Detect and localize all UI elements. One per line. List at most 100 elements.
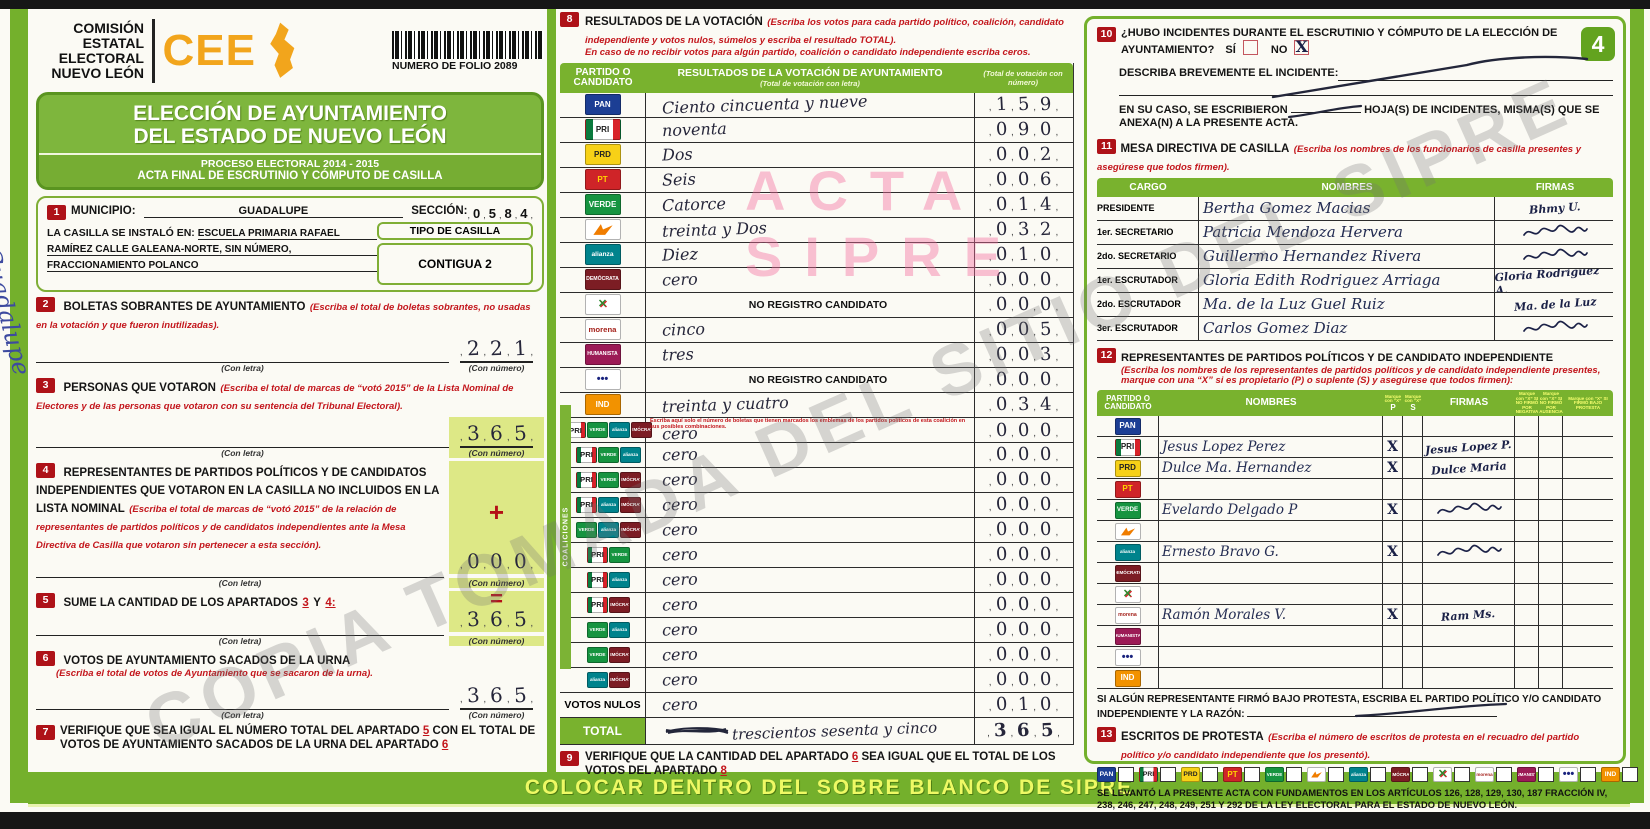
verde-logo: VERDE [587, 422, 608, 439]
letra-cell: noventa [646, 118, 974, 142]
humanista-label: HUMANISTA [587, 351, 618, 358]
party-cell: TOTAL [560, 717, 646, 744]
verde-label: VERDE [589, 626, 606, 632]
section-8-badge: 8 [560, 12, 579, 27]
p-mark: X [1387, 439, 1398, 456]
con-letra-line [36, 614, 444, 636]
acta-line: ACTA FINAL DE ESCRUTINIO Y CÓMPUTO DE CA… [137, 170, 443, 182]
letra-handwriting: Seis [661, 169, 697, 191]
party-cell: PRI VERDE [560, 542, 646, 567]
pri-label: PRI [580, 475, 593, 485]
digit-tick: , [988, 102, 992, 114]
col-marque-s: Marque con “X” S [1404, 393, 1422, 412]
p-cell: X [1383, 458, 1403, 479]
results-row-alianza: alianza Diez, 0, 1, 0, [560, 242, 1073, 268]
section-13-note: (Escriba el número de escritos de protes… [1121, 732, 1580, 762]
cargo-cell: 3er. ESCRUTADOR [1097, 316, 1199, 340]
morena-logo: morena [1475, 767, 1494, 783]
digit-tick: , [1010, 102, 1014, 114]
page-number-badge: 4 [1581, 27, 1615, 61]
mesa-row: 1er. ESCRUTADOR Gloria Edith Rodriguez Ar… [1097, 268, 1613, 293]
digit-tick: , [530, 618, 534, 629]
handwritten-digits: ,0,0,6, [989, 169, 1058, 191]
p-cell [1383, 626, 1403, 647]
digit: 0 [1017, 469, 1030, 491]
section-9-ref: 6 [851, 750, 859, 763]
digit-tick: , [1010, 702, 1014, 714]
cargo-cell: PRESIDENTE [1097, 196, 1199, 220]
protesta-count-box [1412, 767, 1428, 783]
protesta-count-box [1496, 767, 1512, 783]
encuentro-label: ••• [1121, 650, 1134, 663]
party-cell: ✕ [560, 292, 646, 317]
results-row-mc: treinta y Dos, 0, 3, 2, [560, 217, 1073, 243]
coalition-row-1: PRI VERDE alianza DEMÓCRATAEscriba aquí sol… [560, 417, 1073, 444]
section-7-text: CON EL TOTAL DE VOTOS DE AYUNTAMIENTO SA… [60, 724, 536, 751]
letra-cell: cero [646, 443, 974, 467]
party-cell: ••• [1097, 647, 1159, 668]
section-12-representantes: 12 REPRESENTANTES DE PARTIDOS POLÍTICOS … [1097, 347, 1613, 722]
left-column: COMISIÓN ESTATAL ELECTORAL NUEVO LEÓN CE… [36, 12, 544, 768]
digit: 4 [1039, 394, 1052, 416]
con-numero-label: (Con número) [449, 448, 544, 458]
describe-label: DESCRIBA BREVEMENTE EL INCIDENTE: [1119, 67, 1339, 80]
firma-cell [1423, 668, 1515, 689]
digit-tick: , [1033, 102, 1036, 114]
digit: 0 [994, 244, 1008, 266]
col-negativa: Marque con “X” SI NO FIRMÓ POR NEGATIVA [1515, 391, 1539, 415]
pri-logo: PRI [587, 546, 608, 563]
morena-logo: morena [1114, 606, 1141, 624]
hojas-post: HOJA(S) DE INCIDENTES, MISMA(S) QUE SE [1364, 103, 1600, 116]
pt-label: PT [1122, 484, 1133, 494]
seccion-digit: 4 [520, 206, 528, 221]
digit: 0 [1039, 369, 1052, 391]
numero-cell: ,0,0,0, [974, 267, 1072, 292]
digit-tick: , [506, 347, 510, 358]
section-7-verifique: 7 VERIFIQUE QUE SEA IGUAL EL NÚMERO TOTA… [36, 724, 544, 753]
digit: 0 [1039, 644, 1052, 666]
election-subtitle: PROCESO ELECTORAL 2014 - 2015 ACTA FINAL… [39, 153, 541, 187]
protesta-logo-group: IND [1601, 767, 1638, 783]
digit: 0 [1017, 369, 1030, 391]
prd-label: PRD [594, 149, 611, 159]
handwritten-digits: ,2,2,1, [459, 335, 534, 362]
pri-logo: PRI [587, 571, 608, 588]
protesta-count-box [1454, 767, 1470, 783]
protesta-count-box [1244, 767, 1260, 783]
p-cell: X [1383, 542, 1403, 563]
alianza-logo: alianza [584, 244, 621, 266]
results-row-encuentro: ••• NO REGISTRO CANDIDATO, 0, 0, 0, [560, 367, 1073, 393]
verde-logo: VERDE [598, 471, 619, 488]
digit-tick: , [988, 627, 992, 639]
alianza-label: alianza [600, 526, 616, 532]
protesta-count-box [1580, 767, 1596, 783]
section-9-text: VERIFIQUE QUE LA CANTIDAD DEL APARTADO [585, 750, 852, 763]
letra-handwriting: Ciento cincuenta y nueve [661, 91, 868, 119]
verde-logo: VERDE [587, 621, 608, 638]
letra-cell: cero [646, 618, 974, 642]
nombre-cell [1159, 479, 1383, 500]
con-numero-label: (Con número) [449, 578, 544, 588]
process-line: PROCESO ELECTORAL 2014 - 2015 [200, 158, 380, 170]
alianza-logo: alianza [609, 422, 630, 439]
party-cell: PRI VERDE alianza DEMÓCRATA [560, 417, 652, 443]
ausencia-cell [1539, 584, 1563, 605]
democrata-logo: DEMÓCRATA [584, 269, 621, 291]
democrata-label: DEMÓCRATA [632, 427, 651, 433]
handwritten-digits: ,0,0,0, [989, 569, 1058, 591]
digit: 0 [994, 544, 1008, 566]
protesta-logo-group: DEMÓCRATA [1391, 767, 1428, 783]
digit: 1 [994, 94, 1008, 116]
alianza-logo: alianza [598, 496, 619, 513]
org-name: COMISIÓN ESTATAL ELECTORAL NUEVO LEÓN [36, 21, 144, 81]
encuentro-logo: ••• [1114, 648, 1141, 666]
digit-tick: , [1033, 627, 1036, 639]
digit-tick: , [1010, 402, 1014, 414]
scan-top-edge [0, 0, 1650, 9]
democrata-label: DEMÓCRATA [621, 526, 640, 532]
ausencia-cell [1539, 521, 1563, 542]
numero-cell: ,0,0,0, [974, 492, 1072, 517]
digit: 2 [489, 335, 504, 361]
letra-cell: treinta y cuatro [646, 393, 974, 417]
signature: Dulce Maria [1430, 459, 1507, 478]
